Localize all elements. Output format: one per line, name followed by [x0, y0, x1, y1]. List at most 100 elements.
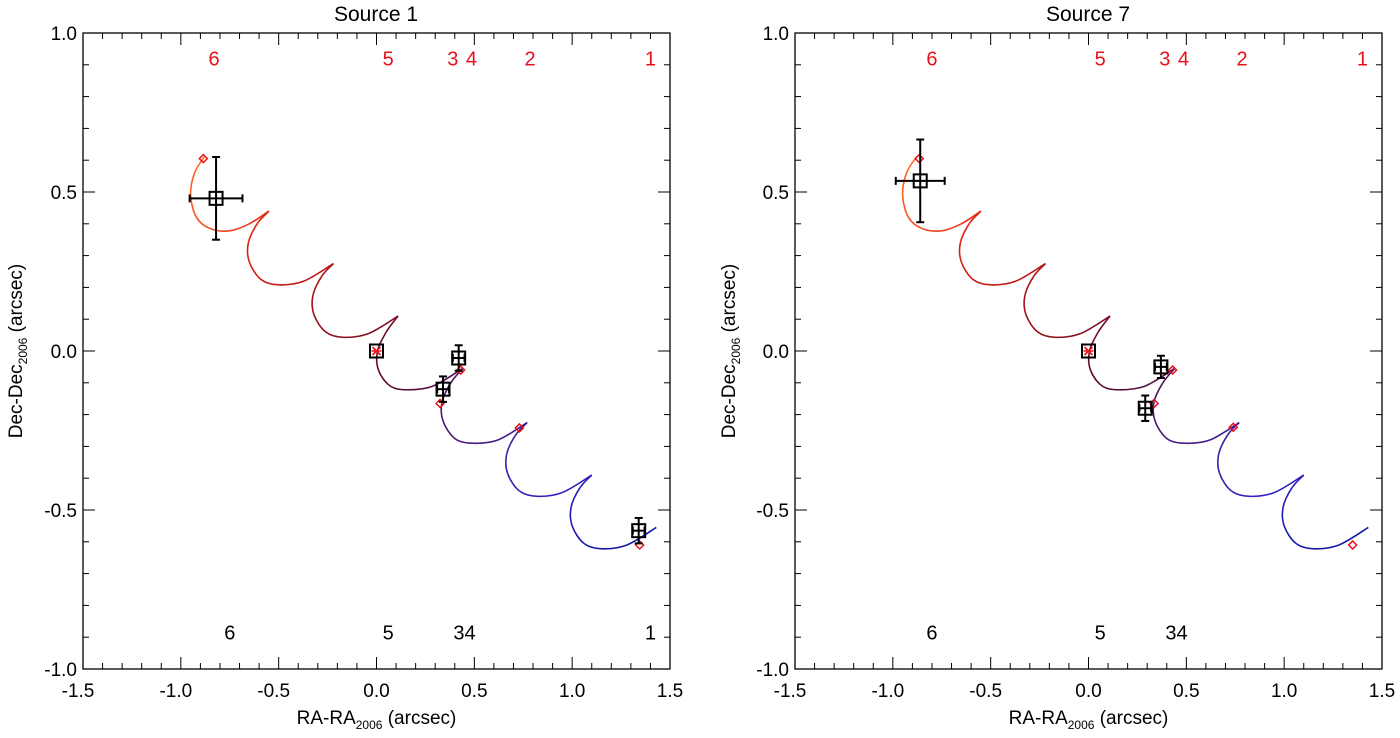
model-track-segment: [368, 315, 399, 335]
predicted-position-diamond: [1347, 539, 1358, 551]
predicted-position-marker: [1083, 346, 1094, 356]
model-track-segment: [536, 491, 563, 498]
model-track-segment: [1248, 491, 1275, 498]
model-track-segment: [1283, 525, 1297, 545]
predicted-position-marker: [371, 346, 382, 356]
model-track-segment: [377, 369, 391, 387]
model-track-segment: [1162, 367, 1176, 384]
model-track-segment: [1230, 490, 1249, 498]
model-track-segment: [601, 544, 628, 550]
predicted-epoch-label: 5: [1095, 48, 1106, 70]
chart-title: Source 7: [1046, 3, 1130, 26]
model-track-segment: [1154, 420, 1168, 440]
x-axis-label: RA-RA2006 (arcsec): [1009, 708, 1169, 732]
observed-position-square: [451, 350, 467, 366]
observed-position-square: [912, 173, 928, 189]
model-track-segment: [1152, 401, 1156, 422]
observed-epoch-label: 6: [224, 622, 235, 644]
x-axis-label: RA-RA2006 (arcsec): [297, 708, 457, 732]
model-track-segment: [1024, 275, 1035, 296]
predicted-position-diamond: [1228, 422, 1239, 433]
model-track-segment: [1218, 473, 1232, 492]
y-tick-label: 0.5: [763, 183, 789, 204]
model-track-segment: [506, 473, 520, 492]
model-track-segment: [1217, 434, 1229, 455]
model-track-segment: [472, 439, 499, 445]
y-tick-label: 0.0: [51, 342, 77, 363]
model-track-segment: [343, 332, 369, 339]
y-axis-label: Dec-Dec2006 (arcsec): [6, 264, 30, 439]
model-track-segment: [1119, 385, 1146, 391]
model-track-segment: [189, 195, 198, 218]
observed-epoch-label: 5: [383, 622, 394, 644]
predicted-epoch-label: 4: [1178, 48, 1189, 70]
model-track-segment: [311, 295, 315, 315]
model-track-segment: [1226, 421, 1240, 436]
x-tick-label: 1.0: [559, 681, 585, 702]
predicted-epoch-label: 2: [525, 48, 536, 70]
predicted-epoch-label: 3: [447, 48, 458, 70]
model-track-segment: [504, 454, 509, 474]
x-tick-label: 0.0: [363, 681, 389, 702]
model-track-segment: [209, 227, 230, 232]
model-track-segment: [569, 506, 573, 527]
model-track-segment: [514, 421, 528, 436]
model-track-segment: [958, 242, 963, 263]
model-track-segment: [246, 242, 251, 263]
y-tick-label: -0.5: [756, 501, 789, 522]
model-track-segment: [562, 474, 593, 494]
y-axis-label: Dec-Dec2006 (arcsec): [719, 264, 743, 439]
observed-epoch-label: 5: [1095, 622, 1106, 644]
model-track-segment: [941, 223, 962, 232]
model-track-segment: [247, 223, 258, 244]
predicted-epoch-label: 1: [1357, 48, 1368, 70]
x-tick-label: 1.5: [1369, 681, 1395, 702]
predicted-position-diamond: [198, 153, 209, 164]
chart-title: Source 1: [334, 3, 418, 26]
x-tick-label: -1.0: [871, 681, 904, 702]
model-track-segment: [1338, 526, 1369, 546]
model-track-segment: [972, 278, 991, 286]
model-track-segment: [193, 156, 205, 174]
model-track-segment: [1166, 437, 1185, 445]
observed-position-square: [1137, 400, 1153, 416]
model-track-segment: [1101, 385, 1120, 391]
observed-position-square: [1153, 359, 1169, 375]
observed-position-square: [631, 523, 647, 539]
model-track-segment: [1153, 382, 1164, 403]
model-track-segment: [960, 261, 974, 281]
model-track-segment: [389, 385, 408, 391]
y-tick-label: -1.0: [44, 660, 77, 681]
predicted-position-diamond: [1167, 365, 1178, 376]
model-track-segment: [195, 217, 211, 230]
observed-epoch-label: 34: [1165, 622, 1187, 644]
observed-position-square: [208, 190, 224, 206]
model-track-segment: [968, 210, 982, 225]
model-track-segment: [303, 262, 334, 282]
model-track-segment: [505, 434, 517, 455]
x-tick-label: -0.5: [257, 681, 290, 702]
predicted-epoch-label: 4: [466, 48, 477, 70]
model-track-segment: [497, 421, 528, 441]
model-track-segment: [1281, 506, 1285, 527]
model-track-segment: [1097, 315, 1111, 333]
predicted-epoch-label: 1: [645, 48, 656, 70]
model-track-segment: [901, 172, 908, 196]
model-track-segment: [189, 172, 196, 196]
model-track-segment: [248, 261, 262, 281]
model-track-segment: [1025, 314, 1039, 333]
model-track-segment: [1037, 331, 1056, 339]
y-tick-label: -0.5: [44, 501, 77, 522]
model-track-segment: [1023, 295, 1027, 315]
observed-epoch-label: 1: [645, 622, 656, 644]
model-track-segment: [229, 223, 250, 232]
model-track-segment: [626, 526, 657, 546]
model-track-segment: [1295, 542, 1314, 550]
model-track-segment: [256, 210, 270, 225]
x-tick-label: -0.5: [969, 681, 1002, 702]
model-track-segment: [1033, 262, 1047, 277]
model-track-segment: [959, 223, 970, 244]
model-track-segment: [1291, 474, 1305, 489]
model-track-segment: [313, 314, 327, 333]
model-track-segment: [278, 280, 305, 286]
